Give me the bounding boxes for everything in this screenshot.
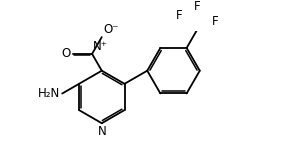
Text: F: F	[194, 0, 200, 13]
Text: F: F	[175, 9, 182, 22]
Text: F: F	[212, 15, 218, 28]
Text: O: O	[62, 47, 71, 60]
Text: H₂N: H₂N	[38, 87, 60, 100]
Text: O⁻: O⁻	[103, 23, 119, 36]
Text: N: N	[97, 125, 106, 138]
Text: N⁺: N⁺	[93, 40, 108, 53]
